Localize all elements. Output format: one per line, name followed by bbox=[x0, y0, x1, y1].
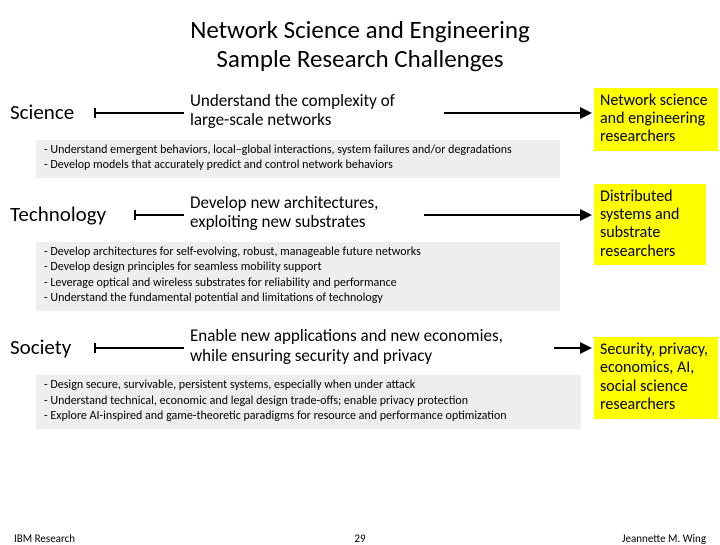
bullet-line: - Design secure, survivable, persistent … bbox=[44, 378, 573, 394]
bullet-line: - Understand technical, economic and leg… bbox=[44, 394, 573, 410]
footer-author: Jeannette M. Wing bbox=[622, 532, 706, 545]
bullet-line: - Develop architectures for self-evolvin… bbox=[44, 245, 552, 261]
row-top: Technology Develop new architectures,expl… bbox=[6, 186, 714, 242]
challenge-row: Technology Develop new architectures,expl… bbox=[6, 186, 714, 311]
center-challenge-text: Develop new architectures,exploiting new… bbox=[184, 191, 424, 234]
center-challenge-text: Enable new applications and new economie… bbox=[184, 324, 554, 367]
footer-left: IBM Research bbox=[14, 532, 75, 545]
bullet-line: - Understand emergent behaviors, local–g… bbox=[44, 143, 552, 159]
left-category-label: Science bbox=[6, 99, 156, 125]
rows-container: Science Understand the complexity oflarge… bbox=[0, 84, 720, 429]
left-category-label: Technology bbox=[6, 201, 156, 227]
bullet-box: - Develop architectures for self-evolvin… bbox=[36, 242, 560, 311]
bullet-line: - Develop design principles for seamless… bbox=[44, 260, 552, 276]
right-researchers-box: Distributedsystems andsubstrateresearche… bbox=[594, 184, 706, 266]
bullet-box: - Design secure, survivable, persistent … bbox=[36, 375, 581, 429]
bullet-line: - Understand the fundamental potential a… bbox=[44, 291, 552, 307]
bullet-line: - Explore AI-inspired and game-theoretic… bbox=[44, 409, 573, 425]
challenge-row: Science Understand the complexity oflarge… bbox=[6, 84, 714, 178]
challenge-row: Society Enable new applications and new e… bbox=[6, 319, 714, 429]
title-line-2: Sample Research Challenges bbox=[0, 45, 720, 74]
right-researchers-box: Security, privacy,economics, AI,social s… bbox=[594, 337, 718, 419]
footer-page-number: 29 bbox=[354, 532, 365, 545]
row-top: Society Enable new applications and new e… bbox=[6, 319, 714, 375]
bullet-line: - Leverage optical and wireless substrat… bbox=[44, 276, 552, 292]
title-line-1: Network Science and Engineering bbox=[0, 16, 720, 45]
right-researchers-box: Network scienceand engineeringresearcher… bbox=[594, 88, 718, 151]
slide-title: Network Science and Engineering Sample R… bbox=[0, 0, 720, 84]
bullet-box: - Understand emergent behaviors, local–g… bbox=[36, 140, 560, 178]
center-challenge-text: Understand the complexity oflarge-scale … bbox=[184, 89, 444, 132]
bullet-line: - Develop models that accurately predict… bbox=[44, 158, 552, 174]
row-top: Science Understand the complexity oflarge… bbox=[6, 84, 714, 140]
left-category-label: Society bbox=[6, 334, 156, 360]
